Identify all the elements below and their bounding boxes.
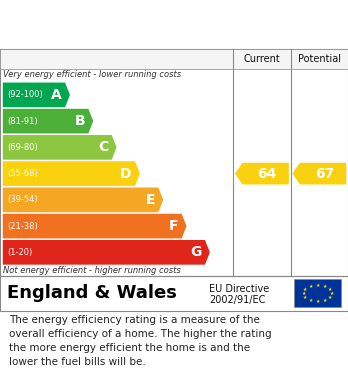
Text: Current: Current xyxy=(244,54,280,64)
Polygon shape xyxy=(3,109,93,133)
Text: ★: ★ xyxy=(315,283,320,288)
Text: G: G xyxy=(190,245,201,259)
Text: ★: ★ xyxy=(308,284,313,289)
Text: ★: ★ xyxy=(327,295,332,300)
Text: Potential: Potential xyxy=(298,54,341,64)
Text: Very energy efficient - lower running costs: Very energy efficient - lower running co… xyxy=(3,70,182,79)
Text: B: B xyxy=(74,114,85,128)
Text: ★: ★ xyxy=(330,291,334,296)
Text: EU Directive: EU Directive xyxy=(209,284,269,294)
Text: ★: ★ xyxy=(301,291,306,296)
Text: 64: 64 xyxy=(258,167,277,181)
Text: ★: ★ xyxy=(308,298,313,303)
Polygon shape xyxy=(3,135,117,160)
Text: ★: ★ xyxy=(303,295,308,300)
Polygon shape xyxy=(3,214,187,239)
Text: England & Wales: England & Wales xyxy=(7,284,177,302)
Bar xyxy=(294,279,341,307)
Polygon shape xyxy=(3,83,70,107)
Text: C: C xyxy=(98,140,108,154)
Text: ★: ★ xyxy=(315,299,320,304)
Text: (81-91): (81-91) xyxy=(7,117,38,126)
Bar xyxy=(0,49,348,69)
Text: (21-38): (21-38) xyxy=(7,222,38,231)
Polygon shape xyxy=(292,163,346,185)
Polygon shape xyxy=(3,161,140,186)
Text: (39-54): (39-54) xyxy=(7,196,38,204)
Text: ★: ★ xyxy=(322,298,327,303)
Text: 2002/91/EC: 2002/91/EC xyxy=(209,294,265,305)
Text: Not energy efficient - higher running costs: Not energy efficient - higher running co… xyxy=(3,265,181,274)
Text: D: D xyxy=(120,167,132,181)
Text: A: A xyxy=(51,88,62,102)
Text: (92-100): (92-100) xyxy=(7,90,43,99)
Text: (55-68): (55-68) xyxy=(7,169,38,178)
Text: ★: ★ xyxy=(303,287,308,292)
Text: 67: 67 xyxy=(315,167,334,181)
Text: ★: ★ xyxy=(322,284,327,289)
Text: E: E xyxy=(145,193,155,207)
Polygon shape xyxy=(3,240,210,265)
Polygon shape xyxy=(235,163,289,185)
Text: F: F xyxy=(169,219,178,233)
Polygon shape xyxy=(3,188,163,212)
Text: The energy efficiency rating is a measure of the
overall efficiency of a home. T: The energy efficiency rating is a measur… xyxy=(9,315,271,367)
Text: (1-20): (1-20) xyxy=(7,248,32,257)
Text: Energy Efficiency Rating: Energy Efficiency Rating xyxy=(9,15,238,34)
Text: (69-80): (69-80) xyxy=(7,143,38,152)
Text: ★: ★ xyxy=(327,287,332,292)
